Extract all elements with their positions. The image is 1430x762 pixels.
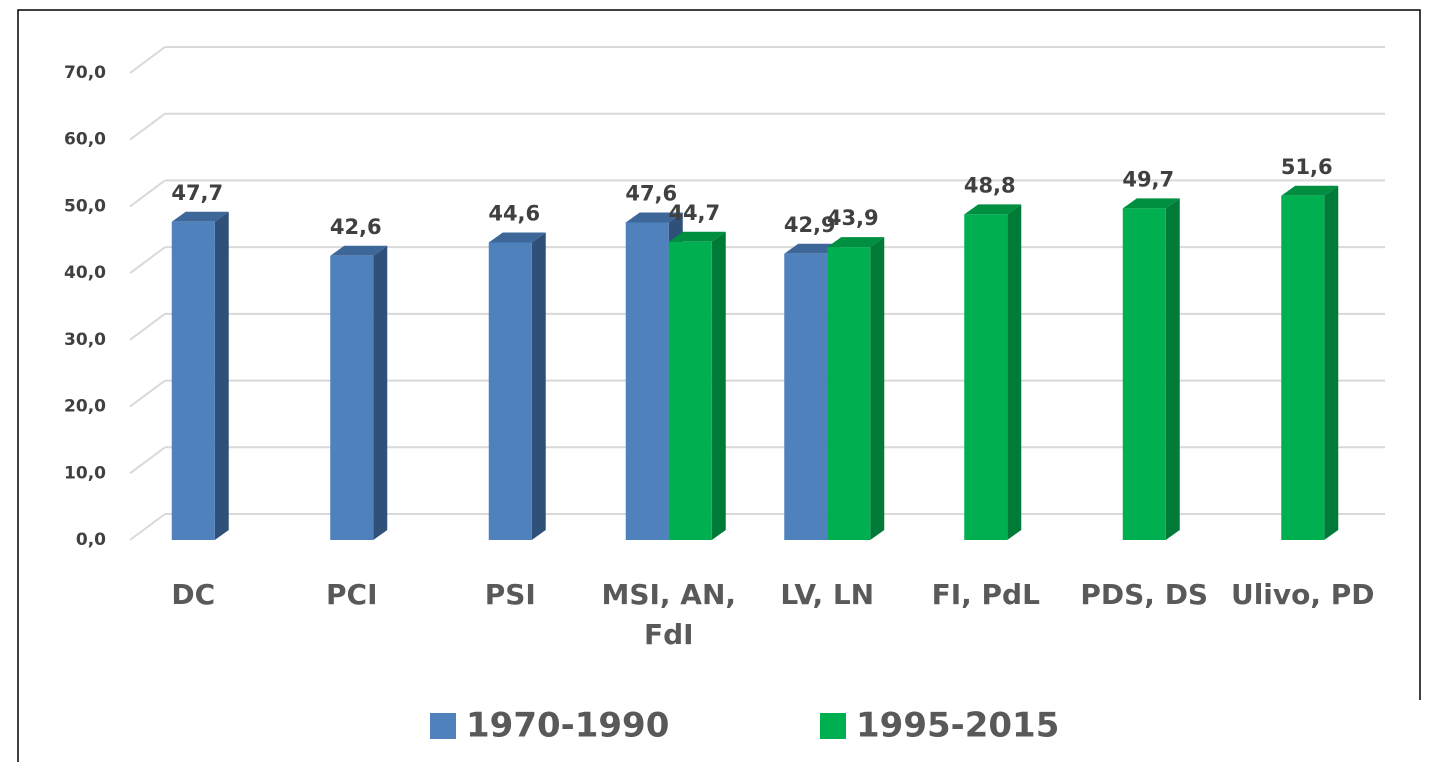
value-label: 44,6 — [488, 201, 540, 225]
bar-side — [1324, 185, 1339, 541]
legend-label: 1995-2015 — [856, 706, 1059, 746]
frame — [17, 9, 1421, 762]
grid-line — [129, 46, 166, 74]
grid-line — [129, 446, 166, 475]
bar-top — [330, 245, 388, 256]
bar-side — [1165, 198, 1180, 540]
value-label: 49,7 — [1122, 167, 1174, 191]
bar-top — [827, 237, 885, 248]
y-tick-label: 70,0 — [64, 63, 106, 83]
bar — [330, 255, 374, 540]
grid-line — [129, 379, 166, 408]
value-label: 47,6 — [625, 181, 677, 205]
grid-line — [129, 112, 166, 141]
bar — [488, 242, 532, 540]
bar — [784, 253, 828, 540]
value-label: 44,7 — [668, 201, 720, 225]
grid-line — [129, 513, 166, 541]
bar — [1281, 195, 1325, 541]
x-tick-label: MSI, AN, FdI — [601, 578, 737, 651]
bar — [1122, 208, 1166, 540]
y-tick-label: 30,0 — [64, 330, 106, 350]
x-tick-label: PSI — [484, 578, 536, 611]
x-tick-label: FI, PdL — [931, 578, 1040, 611]
legend-swatch — [430, 713, 456, 739]
grid-line — [129, 246, 166, 274]
bar — [668, 241, 712, 540]
bar — [171, 221, 215, 540]
value-label: 42,9 — [784, 213, 836, 237]
x-tick-label: LV, LN — [780, 578, 875, 611]
bar-top — [488, 232, 546, 243]
grid-line — [129, 313, 166, 341]
bar-side — [531, 232, 546, 540]
bar-side — [214, 211, 229, 540]
y-tick-label: 40,0 — [64, 263, 106, 283]
y-tick-label: 10,0 — [64, 463, 106, 483]
x-tick-label: DC — [171, 578, 216, 611]
value-label: 51,6 — [1281, 155, 1333, 179]
bar-top — [1122, 198, 1180, 209]
y-tick-label: 20,0 — [64, 397, 106, 417]
bar-top — [668, 231, 726, 242]
value-label: 43,9 — [827, 206, 879, 230]
value-label: 47,7 — [171, 181, 223, 205]
bar-top — [171, 211, 229, 222]
bar-side — [1007, 204, 1022, 541]
y-tick-label: 60,0 — [64, 130, 106, 150]
y-tick-label: 50,0 — [64, 196, 106, 216]
legend-label: 1970-1990 — [466, 706, 669, 746]
bar-top — [625, 212, 683, 223]
bar-top — [964, 204, 1022, 215]
grid-line — [129, 179, 166, 208]
x-tick-label: Ulivo, PD — [1230, 578, 1375, 611]
bar-top — [784, 243, 842, 254]
bar — [827, 247, 871, 541]
bar — [964, 214, 1008, 541]
bar-side — [870, 237, 885, 541]
bar-side — [711, 231, 726, 540]
bar-top — [1281, 185, 1339, 196]
legend-swatch — [820, 713, 846, 739]
y-tick-label: 0,0 — [76, 530, 106, 550]
bar-side — [373, 245, 388, 540]
bar — [625, 222, 669, 540]
value-label: 48,8 — [964, 173, 1016, 197]
x-tick-label: PDS, DS — [1080, 578, 1209, 611]
value-label: 42,6 — [330, 215, 382, 239]
x-tick-label: PCI — [326, 578, 378, 611]
